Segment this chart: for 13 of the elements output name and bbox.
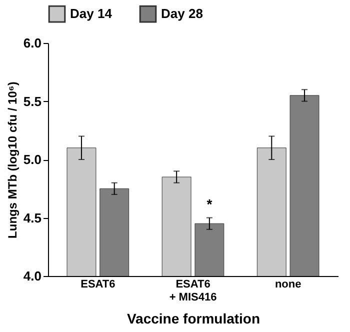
y-tick-label: 4.5 xyxy=(23,210,42,226)
y-axis-title: Lungs MTb (log10 cfu / 10⁶) xyxy=(5,82,20,238)
x-tick-label: ESAT6 xyxy=(80,278,116,290)
y-tick-label: 5.0 xyxy=(23,152,42,167)
annotation: * xyxy=(206,196,213,212)
legend-label: Day 28 xyxy=(161,6,203,22)
x-tick-label: none xyxy=(274,278,302,290)
y-tick-label: 5.5 xyxy=(23,94,42,109)
y-tick-label: 6.0 xyxy=(23,36,42,50)
x-tick-label: ESAT6 + MIS416 xyxy=(169,278,217,304)
x-axis-title: Vaccine formulation xyxy=(126,310,260,326)
legend-label: Day 14 xyxy=(70,6,113,22)
y-tick-label: 4.0 xyxy=(23,268,42,284)
